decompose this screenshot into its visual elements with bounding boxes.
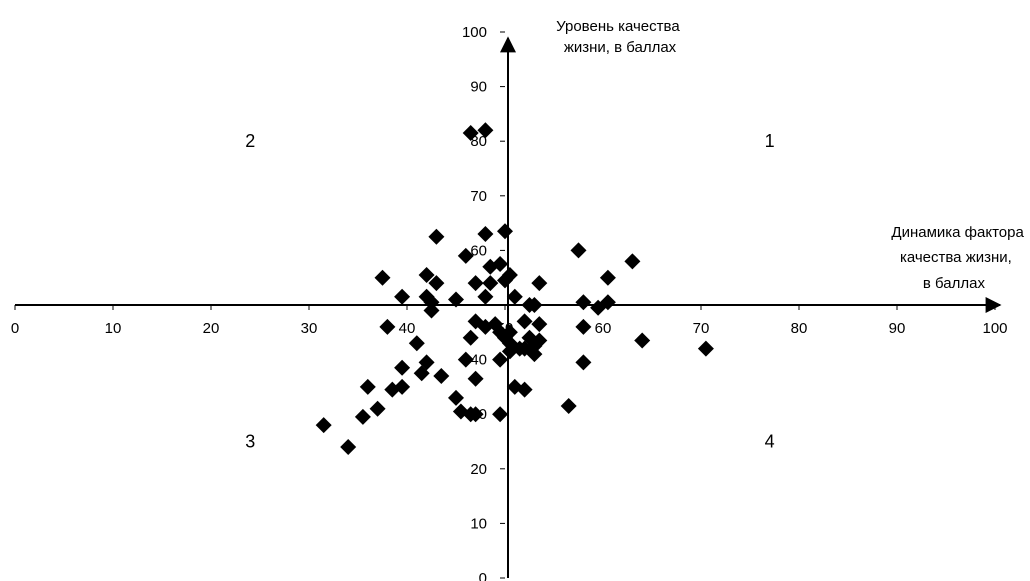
data-point xyxy=(497,223,513,240)
data-point xyxy=(526,337,543,354)
data-point xyxy=(570,242,587,259)
data-point xyxy=(394,359,411,376)
data-point xyxy=(501,343,518,360)
quadrant-label: 1 xyxy=(765,131,775,151)
x-axis-ticks: 0 10 20 30 40 50 60 70 80 90 100 xyxy=(11,305,1008,337)
y-tick-label: 100 xyxy=(462,24,487,41)
data-point xyxy=(477,288,494,305)
data-point xyxy=(477,226,494,243)
data-point xyxy=(428,275,445,292)
y-axis-title-line-2: жизни, в баллах xyxy=(564,39,677,56)
x-tick-label: 70 xyxy=(693,320,710,337)
x-tick-label: 90 xyxy=(889,320,906,337)
data-point xyxy=(624,253,641,270)
data-point xyxy=(433,367,450,384)
data-point xyxy=(340,438,357,455)
data-point xyxy=(501,335,518,352)
data-point xyxy=(428,228,445,245)
data-point xyxy=(394,288,411,305)
data-point xyxy=(359,378,376,395)
x-tick-label: 100 xyxy=(982,320,1007,337)
data-point xyxy=(516,313,533,330)
data-point xyxy=(394,378,411,395)
y-tick-label: 0 xyxy=(479,570,487,581)
data-point xyxy=(697,340,714,357)
data-point xyxy=(575,354,592,371)
y-tick-label: 10 xyxy=(470,515,487,532)
data-point xyxy=(423,302,440,319)
data-point xyxy=(369,400,386,417)
quadrant-labels: 1 2 3 4 xyxy=(245,131,774,451)
y-tick-label: 90 xyxy=(470,79,487,96)
data-point xyxy=(477,122,494,139)
data-point xyxy=(599,294,616,311)
data-point xyxy=(560,398,577,415)
data-point xyxy=(448,291,464,308)
data-point xyxy=(531,316,548,333)
x-tick-label: 60 xyxy=(595,320,612,337)
x-axis-title-line-3: в баллах xyxy=(923,275,986,292)
quadrant-label: 4 xyxy=(765,432,775,452)
data-point xyxy=(492,256,509,273)
x-axis-title-line-1: Динамика фактора xyxy=(891,224,1024,241)
x-tick-label: 10 xyxy=(105,320,122,337)
data-point xyxy=(531,275,548,292)
data-point xyxy=(482,275,499,292)
data-point xyxy=(315,417,332,434)
data-point xyxy=(423,294,440,311)
data-point xyxy=(599,269,616,286)
data-point xyxy=(526,297,543,313)
data-points xyxy=(315,122,714,455)
data-point xyxy=(413,365,430,382)
data-point xyxy=(457,247,474,264)
x-tick-label: 20 xyxy=(203,320,220,337)
data-point xyxy=(379,318,396,335)
data-point xyxy=(634,332,651,349)
y-tick-label: 70 xyxy=(470,188,487,205)
data-point xyxy=(467,406,484,423)
y-tick-label: 60 xyxy=(470,242,487,259)
data-point xyxy=(462,329,479,346)
x-axis-title-line-2: качества жизни, xyxy=(900,249,1012,266)
data-point xyxy=(575,318,592,335)
x-tick-label: 0 xyxy=(11,320,19,337)
data-point xyxy=(492,351,509,368)
y-tick-label: 20 xyxy=(470,461,487,478)
x-tick-label: 80 xyxy=(791,320,808,337)
data-point xyxy=(467,275,484,292)
data-point xyxy=(374,269,391,286)
x-axis-title: Динамика фактора качества жизни, в балла… xyxy=(891,224,1028,292)
quadrant-label: 3 xyxy=(245,432,255,452)
x-tick-label: 40 xyxy=(399,320,416,337)
data-point xyxy=(448,389,464,406)
data-point xyxy=(467,370,484,387)
data-point xyxy=(462,125,479,142)
y-axis-title: Уровень качества жизни, в баллах xyxy=(556,18,684,56)
y-tick-label: 40 xyxy=(470,352,487,369)
data-point xyxy=(516,381,533,398)
x-tick-label: 30 xyxy=(301,320,318,337)
data-point xyxy=(492,406,509,423)
data-point xyxy=(501,324,518,341)
y-axis-title-line-1: Уровень качества xyxy=(556,18,680,35)
data-point xyxy=(408,335,425,352)
data-point xyxy=(418,266,435,283)
data-point xyxy=(501,266,518,283)
data-point xyxy=(506,288,523,305)
quadrant-label: 2 xyxy=(245,131,255,151)
data-point xyxy=(575,294,592,311)
data-point xyxy=(457,351,474,368)
y-tick-label: 80 xyxy=(470,133,487,150)
data-point xyxy=(354,408,371,425)
